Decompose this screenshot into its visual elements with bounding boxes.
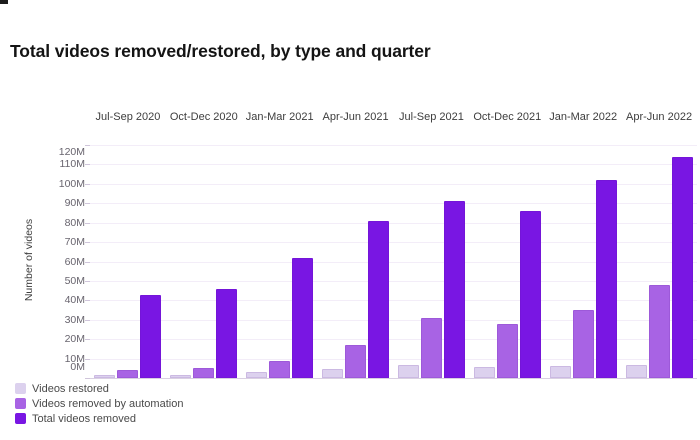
x-axis-category-labels: Jul-Sep 2020 Oct-Dec 2020 Jan-Mar 2021 Apr-… (90, 111, 697, 123)
y-gridline (90, 164, 697, 166)
legend-label: Videos removed by automation (32, 397, 184, 410)
bar-group (394, 145, 470, 378)
bar-group (621, 145, 697, 378)
legend-swatch (15, 398, 26, 409)
y-axis-tick-label: 50M (64, 274, 85, 287)
y-axis-tick (85, 242, 90, 244)
legend-item: Videos restored (15, 381, 183, 396)
y-gridline (90, 145, 697, 146)
legend-item: Videos removed by automation (15, 396, 183, 411)
y-axis-tick-label: 110M (59, 158, 86, 171)
y-axis-tick (85, 319, 90, 321)
legend-swatch (15, 413, 26, 424)
bar-group (242, 145, 318, 378)
y-axis-tick (85, 222, 90, 224)
bar-videos-restored (94, 375, 116, 378)
bar-videos-removed-by-automation (420, 318, 442, 378)
y-axis-tick-label: 80M (64, 216, 85, 229)
y-axis-tick-label: 20M (64, 333, 85, 346)
bar-total-videos-removed (368, 221, 390, 378)
bar-videos-removed-by-automation (572, 310, 594, 378)
y-axis-title: Number of videos (23, 218, 35, 302)
bar-total-videos-removed (443, 201, 465, 378)
y-axis-tick (85, 261, 90, 263)
chart-title: Total videos removed/restored, by type a… (10, 41, 431, 61)
bar-videos-restored (170, 375, 192, 378)
y-gridline (90, 242, 697, 244)
legend-label: Videos restored (32, 382, 109, 395)
bar-videos-removed-by-automation (648, 285, 670, 378)
y-axis-tick-label: 120M (58, 146, 85, 158)
bar-total-videos-removed (671, 157, 693, 378)
y-axis-tick-label: 100M (58, 177, 85, 190)
bar-videos-removed-by-automation (117, 370, 139, 378)
bar-videos-restored (397, 365, 419, 378)
y-axis-tick (85, 300, 90, 302)
x-axis-category-label: Apr-Jun 2021 (322, 111, 389, 123)
y-gridline (90, 203, 697, 205)
bar-videos-restored (625, 365, 647, 378)
y-gridline (90, 339, 697, 341)
legend: Videos restored Videos removed by automat… (15, 381, 183, 426)
bar-group (469, 145, 545, 378)
y-axis-tick (85, 203, 90, 205)
bar-videos-removed-by-automation (193, 368, 215, 378)
bar-videos-removed-by-automation (496, 324, 518, 378)
y-gridline (90, 319, 697, 321)
x-axis-category-label: Jan-Mar 2022 (549, 111, 618, 123)
legend-label: Total videos removed (32, 412, 136, 425)
y-axis-tick (85, 145, 90, 146)
y-gridline (90, 183, 697, 185)
bar-videos-restored (246, 372, 268, 378)
x-axis-category-label: Jul-Sep 2020 (95, 111, 161, 123)
y-axis-tick-label: 70M (64, 236, 85, 249)
bar-total-videos-removed (216, 289, 238, 378)
bar-total-videos-removed (595, 180, 617, 378)
bar-group (90, 145, 166, 378)
corner-artifact (0, 0, 8, 4)
y-axis-tick-label: 90M (64, 197, 85, 210)
y-axis-tick-label: 0M (70, 361, 85, 373)
bar-group (545, 145, 621, 378)
plot-area: 0M 10M 20M 30M 40M 50M 60M 70M 80M 90M 100M 110M 120… (59, 145, 697, 379)
y-axis-tick (85, 183, 90, 185)
bar-groups (90, 145, 697, 378)
x-axis-category-label: Jul-Sep 2021 (399, 111, 464, 123)
bar-total-videos-removed (519, 211, 541, 378)
y-gridline (90, 261, 697, 263)
y-axis-tick-label: 10M (64, 352, 85, 365)
bar-videos-removed-by-automation (269, 361, 291, 378)
x-axis-category-label: Oct-Dec 2021 (473, 111, 542, 123)
bar-videos-removed-by-automation (345, 345, 367, 378)
x-axis-category-label: Apr-Jun 2022 (626, 111, 693, 123)
y-axis-tick (85, 339, 90, 341)
bar-total-videos-removed (292, 258, 314, 378)
y-axis-tick (85, 280, 90, 282)
y-gridline (90, 358, 697, 360)
y-gridline (90, 280, 697, 282)
y-gridline (90, 222, 697, 224)
y-gridline (90, 300, 697, 302)
bar-group (166, 145, 242, 378)
legend-swatch (15, 383, 26, 394)
y-axis-tick (85, 164, 90, 166)
bar-total-videos-removed (140, 295, 162, 378)
bar-videos-restored (322, 369, 344, 378)
bar-videos-restored (473, 367, 495, 378)
y-axis-tick-label: 30M (64, 313, 85, 326)
bar-group (318, 145, 394, 378)
x-axis-category-label: Jan-Mar 2021 (245, 111, 314, 123)
bar-videos-restored (549, 366, 571, 378)
legend-item: Total videos removed (15, 411, 183, 426)
y-axis-tick (85, 358, 90, 360)
y-axis-tick-label: 40M (64, 294, 85, 307)
x-axis-category-label: Oct-Dec 2020 (169, 111, 238, 123)
y-axis-tick-label: 60M (64, 255, 85, 268)
y-axis-tick (85, 378, 90, 379)
x-axis-baseline (90, 378, 697, 379)
